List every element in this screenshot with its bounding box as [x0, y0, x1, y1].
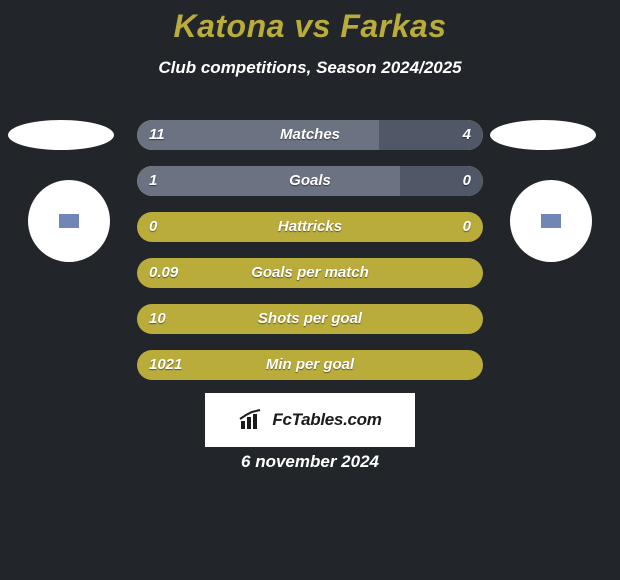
fctables-logo: FcTables.com	[205, 393, 415, 447]
stat-metric-label: Goals	[137, 166, 483, 196]
club-badge-left	[28, 180, 110, 262]
stat-metric-label: Shots per goal	[137, 304, 483, 334]
page-title: Katona vs Farkas	[0, 8, 620, 45]
club-badge-inner-left	[59, 214, 79, 228]
player-ellipse-left	[8, 120, 114, 150]
stat-bar: 114Matches	[137, 120, 483, 150]
stat-metric-label: Matches	[137, 120, 483, 150]
date-stamp: 6 november 2024	[0, 452, 620, 472]
stat-bar: 10Shots per goal	[137, 304, 483, 334]
stat-metric-label: Hattricks	[137, 212, 483, 242]
subtitle: Club competitions, Season 2024/2025	[0, 58, 620, 78]
comparison-card: Katona vs Farkas Club competitions, Seas…	[0, 0, 620, 580]
stat-bar: 10Goals	[137, 166, 483, 196]
stat-bar: 00Hattricks	[137, 212, 483, 242]
player-ellipse-right	[490, 120, 596, 150]
stat-bar: 0.09Goals per match	[137, 258, 483, 288]
logo-text: FcTables.com	[272, 410, 381, 430]
stat-bars: 114Matches 10Goals 00Hattricks 0.09Goals pe…	[137, 120, 483, 396]
stat-bar: 1021Min per goal	[137, 350, 483, 380]
club-badge-inner-right	[541, 214, 561, 228]
stat-metric-label: Goals per match	[137, 258, 483, 288]
logo-chart-icon	[238, 409, 266, 431]
stat-metric-label: Min per goal	[137, 350, 483, 380]
club-badge-right	[510, 180, 592, 262]
